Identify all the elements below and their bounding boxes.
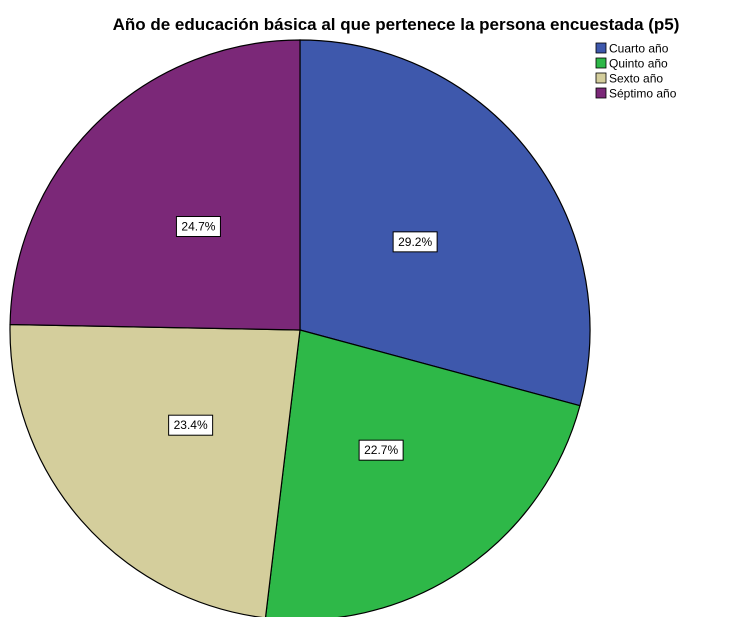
- pie-slice-quinto-ano: [264, 329, 581, 617]
- pie-data-labels: 29.2% 22.7% 23.4% 24.7%: [168, 216, 438, 461]
- legend-item-septimo-ano: Séptimo año: [595, 87, 677, 101]
- data-label-text: 24.7%: [181, 220, 215, 234]
- data-label-cuarto-ano: 29.2%: [392, 231, 438, 253]
- data-label-septimo-ano: 24.7%: [175, 216, 221, 238]
- legend-item-cuarto-ano: Cuarto año: [595, 42, 669, 56]
- legend-label: Sexto año: [609, 72, 663, 86]
- pie-slices: [9, 39, 591, 617]
- data-label-quinto-ano: 22.7%: [358, 439, 404, 461]
- data-label-box: [175, 216, 221, 238]
- pie-slice-sexto-ano: [9, 323, 301, 617]
- legend-swatch: [595, 42, 607, 54]
- pie-slice-cuarto-ano: [299, 39, 591, 407]
- data-label-text: 29.2%: [398, 235, 432, 249]
- data-label-text: 23.4%: [174, 418, 208, 432]
- legend-label: Cuarto año: [609, 42, 669, 56]
- legend-swatch: [595, 57, 607, 69]
- chart-title: Año de educación básica al que pertenece…: [113, 15, 680, 34]
- legend-swatch: [595, 72, 607, 84]
- legend-label: Quinto año: [609, 57, 668, 71]
- data-label-box: [392, 231, 438, 253]
- legend-swatch: [595, 87, 607, 99]
- data-label-text: 22.7%: [364, 443, 398, 457]
- data-label-box: [358, 439, 404, 461]
- legend-item-sexto-ano: Sexto año: [595, 72, 663, 86]
- data-label-box: [168, 414, 214, 436]
- legend-label: Séptimo año: [609, 87, 677, 101]
- pie-slice-septimo-ano: [9, 39, 301, 331]
- data-label-sexto-ano: 23.4%: [168, 414, 214, 436]
- legend-item-quinto-ano: Quinto año: [595, 57, 668, 71]
